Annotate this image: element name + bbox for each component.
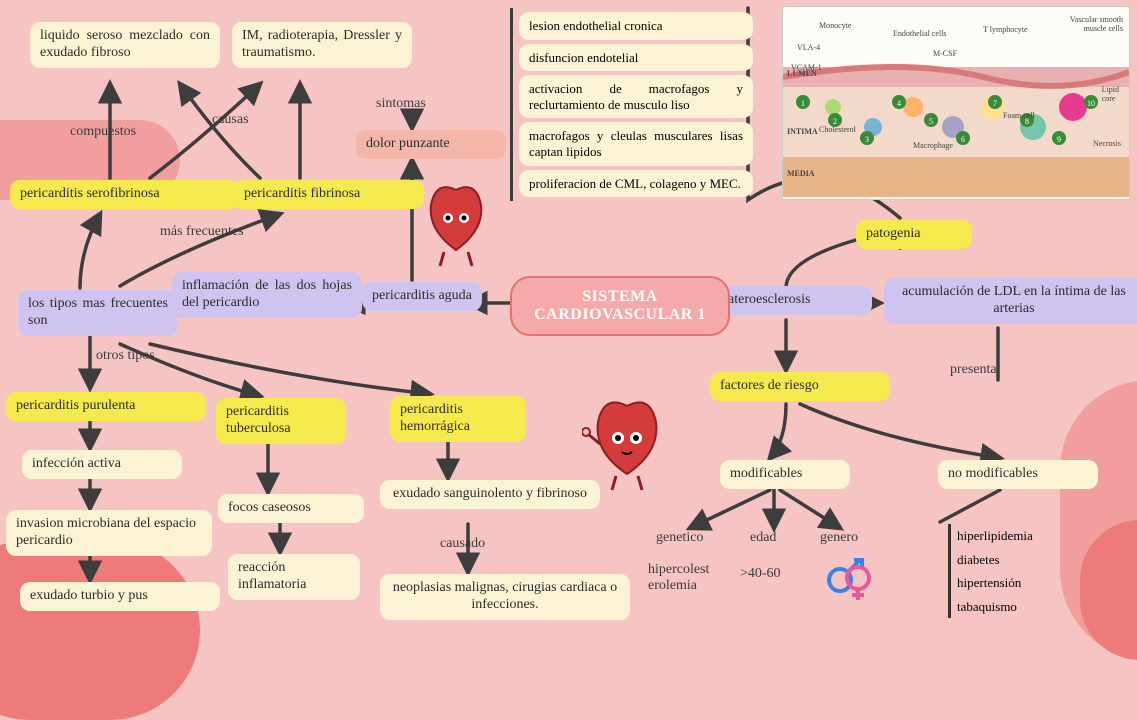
label: edad [750,530,776,546]
svg-text:3: 3 [865,135,869,144]
node-pericarditis_aguda: pericarditis aguda [362,282,482,311]
heart-icon [416,170,496,270]
svg-text:4: 4 [897,99,901,108]
label: causado [440,536,485,552]
patogenia-step: lesion endothelial cronica [519,12,753,40]
patogenia-steps: lesion endothelial cronica disfuncion end… [510,8,753,201]
node-exudado_turbio: exudado turbio y pus [20,582,220,611]
no-modifiable-list: hiperlipidemiadiabeteshipertensióntabaqu… [948,524,1039,618]
bg-blob [0,540,200,720]
svg-text:9: 9 [1057,135,1061,144]
risk-item: tabaquismo [951,595,1039,619]
node-invasion: invasion microbiana del espacio pericard… [6,510,212,556]
atherosclerosis-diagram: 12345678910 LUMEN INTIMA MEDIA Monocyte … [782,6,1130,200]
node-fibrinosa: pericarditis fibrinosa [234,180,424,209]
node-purulenta: pericarditis purulenta [6,392,206,421]
node-acumulacion: acumulación de LDL en la íntima de las a… [884,278,1137,324]
node-neoplasias: neoplasias malignas, cirugias cardiaca o… [380,574,630,620]
label: genetico [656,530,703,546]
gender-icon [822,556,876,600]
patogenia-step: activacion de macrofagos y reclurtamient… [519,75,753,118]
node-patogenia: patogenia [856,220,972,249]
label: otros tipos [96,348,155,364]
svg-text:10: 10 [1087,99,1095,108]
node-factores: factores de riesgo [710,372,890,401]
label: sintomas [376,96,426,112]
label: más frecuentes [160,224,244,240]
svg-text:6: 6 [961,135,965,144]
label: presenta [950,362,997,378]
node-im: IM, radioterapia, Dressler y traumatismo… [232,22,412,68]
node-liquido: liquido seroso mezclado con exudado fibr… [30,22,220,68]
label: hipercolesterolemia [648,562,709,594]
label: >40-60 [740,566,781,582]
label: compuestos [70,124,136,140]
node-dolor: dolor punzante [356,130,506,159]
svg-text:5: 5 [929,117,933,126]
heart-icon [582,384,672,494]
node-focos: focos caseosos [218,494,364,523]
node-tuberculosa: pericarditis tuberculosa [216,398,346,444]
label: genero [820,530,858,546]
risk-item: diabetes [951,548,1039,572]
node-ateroesclerosis: ateroesclerosis [718,286,872,315]
node-serofibrinosa: pericarditis serofibrinosa [10,180,240,209]
patogenia-step: macrofagos y cleulas musculares lisas ca… [519,122,753,165]
label: causas [212,112,249,128]
node-exudado_sang: exudado sanguinolento y fibrinoso [380,480,600,509]
node-tipos_frecuentes: los tipos mas frecuentes son [18,290,178,336]
patogenia-step: disfuncion endotelial [519,44,753,72]
node-hemorragica: pericarditis hemorrágica [390,396,526,442]
svg-text:7: 7 [993,99,997,108]
node-reaccion: reacción inflamatoria [228,554,360,600]
node-inflamacion: inflamación de las dos hojas del pericar… [172,272,362,318]
svg-text:1: 1 [801,99,805,108]
center-title: SISTEMACARDIOVASCULAR 1 [510,276,730,336]
patogenia-step: proliferacion de CML, colageno y MEC. [519,170,753,198]
node-modificables: modificables [720,460,850,489]
node-infeccion_activa: infección activa [22,450,182,479]
risk-item: hipertensión [951,571,1039,595]
risk-item: hiperlipidemia [951,524,1039,548]
node-no_modificables: no modificables [938,460,1098,489]
